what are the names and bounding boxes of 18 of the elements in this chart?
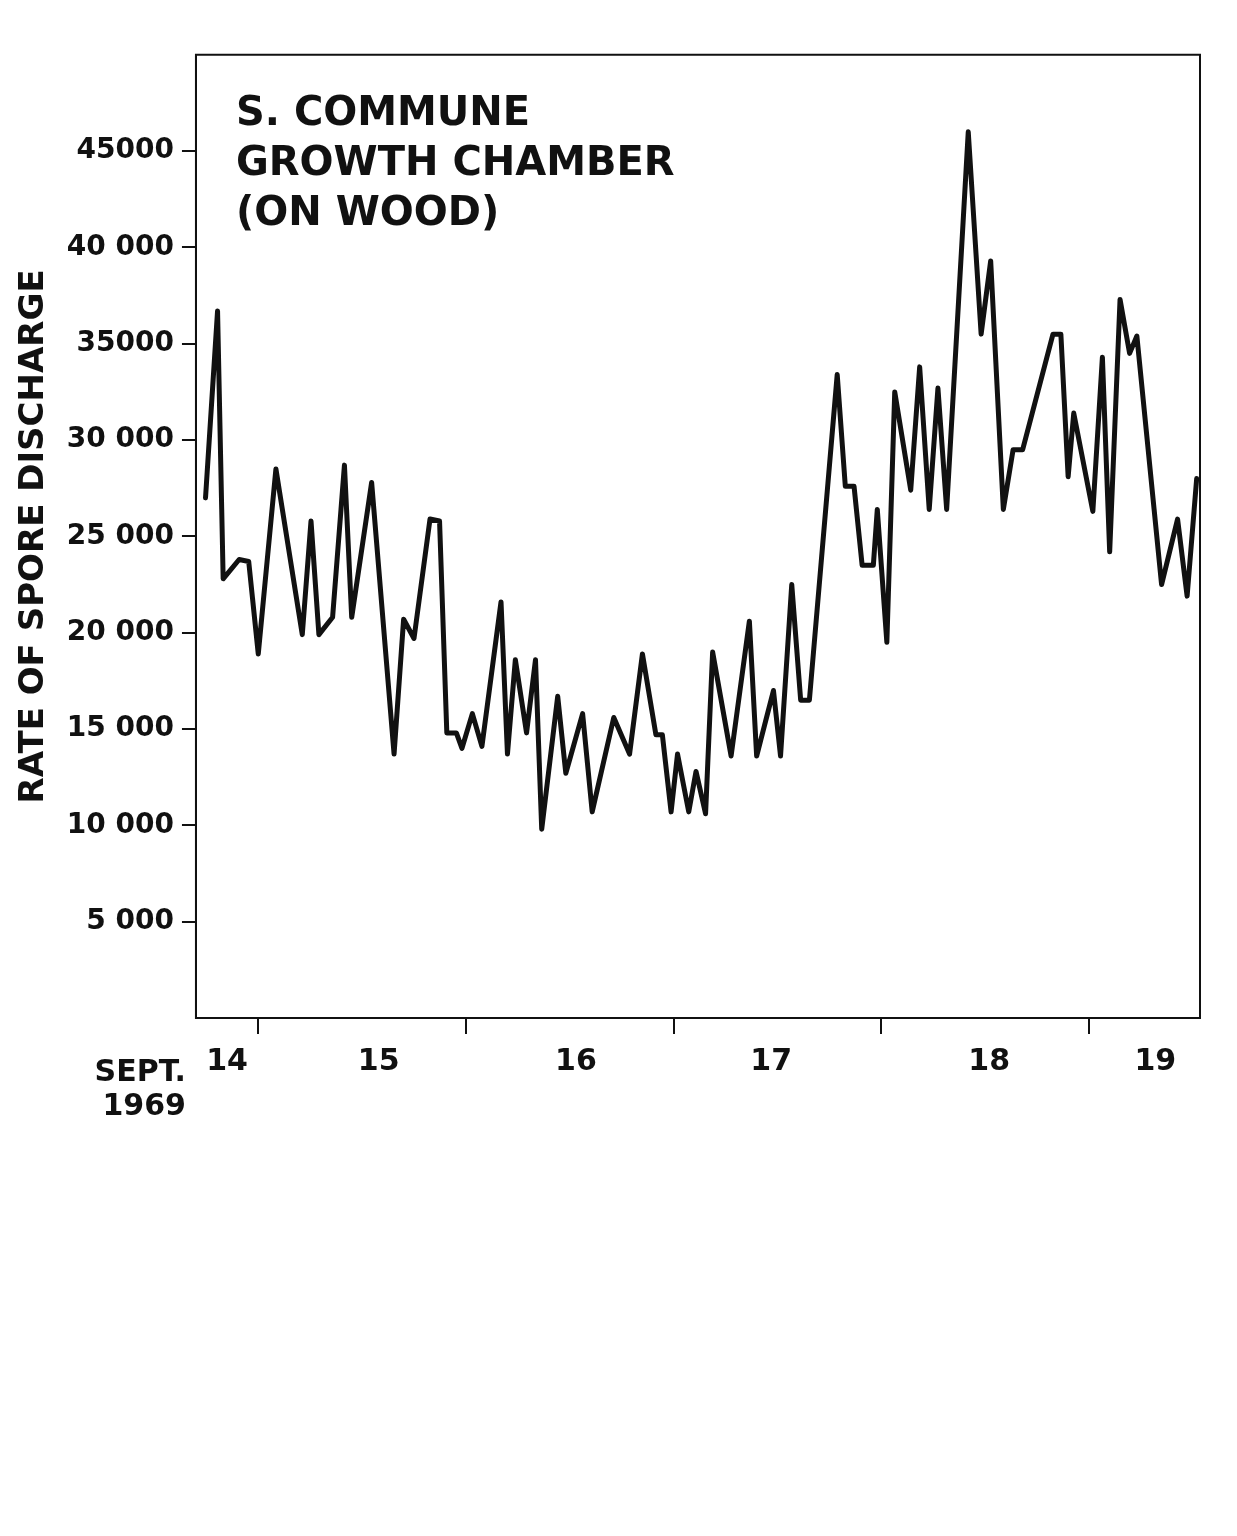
y-tick-label: 20 000 <box>66 614 174 647</box>
text: S. COMMUNE GROWTH CHAMBER (ON WOOD) <box>235 88 675 235</box>
x-tick-label: 18 <box>968 1041 1011 1077</box>
y-tick-label: 45000 <box>76 132 174 166</box>
x-tick-label: 15 <box>357 1041 400 1077</box>
x-tick-label: 19 <box>1134 1041 1177 1077</box>
y-tick-label: 10 000 <box>66 806 174 840</box>
y-tick-label: 40 000 <box>66 228 174 262</box>
x-tick-label: 17 <box>750 1041 793 1077</box>
y-tick-label: 25 000 <box>66 517 174 551</box>
y-axis-title: RATE OF SPORE DISCHARGE <box>11 269 52 804</box>
text: SEPT. 1969 <box>94 1052 186 1122</box>
x-tick-label: 16 <box>555 1041 597 1077</box>
x-tick-label: 14 <box>206 1041 248 1077</box>
y-tick-label: 5 000 <box>86 902 174 936</box>
y-tick-label: 30 000 <box>66 421 174 455</box>
y-tick-label: 35000 <box>76 325 174 359</box>
y-tick-label: 15 000 <box>66 710 174 744</box>
